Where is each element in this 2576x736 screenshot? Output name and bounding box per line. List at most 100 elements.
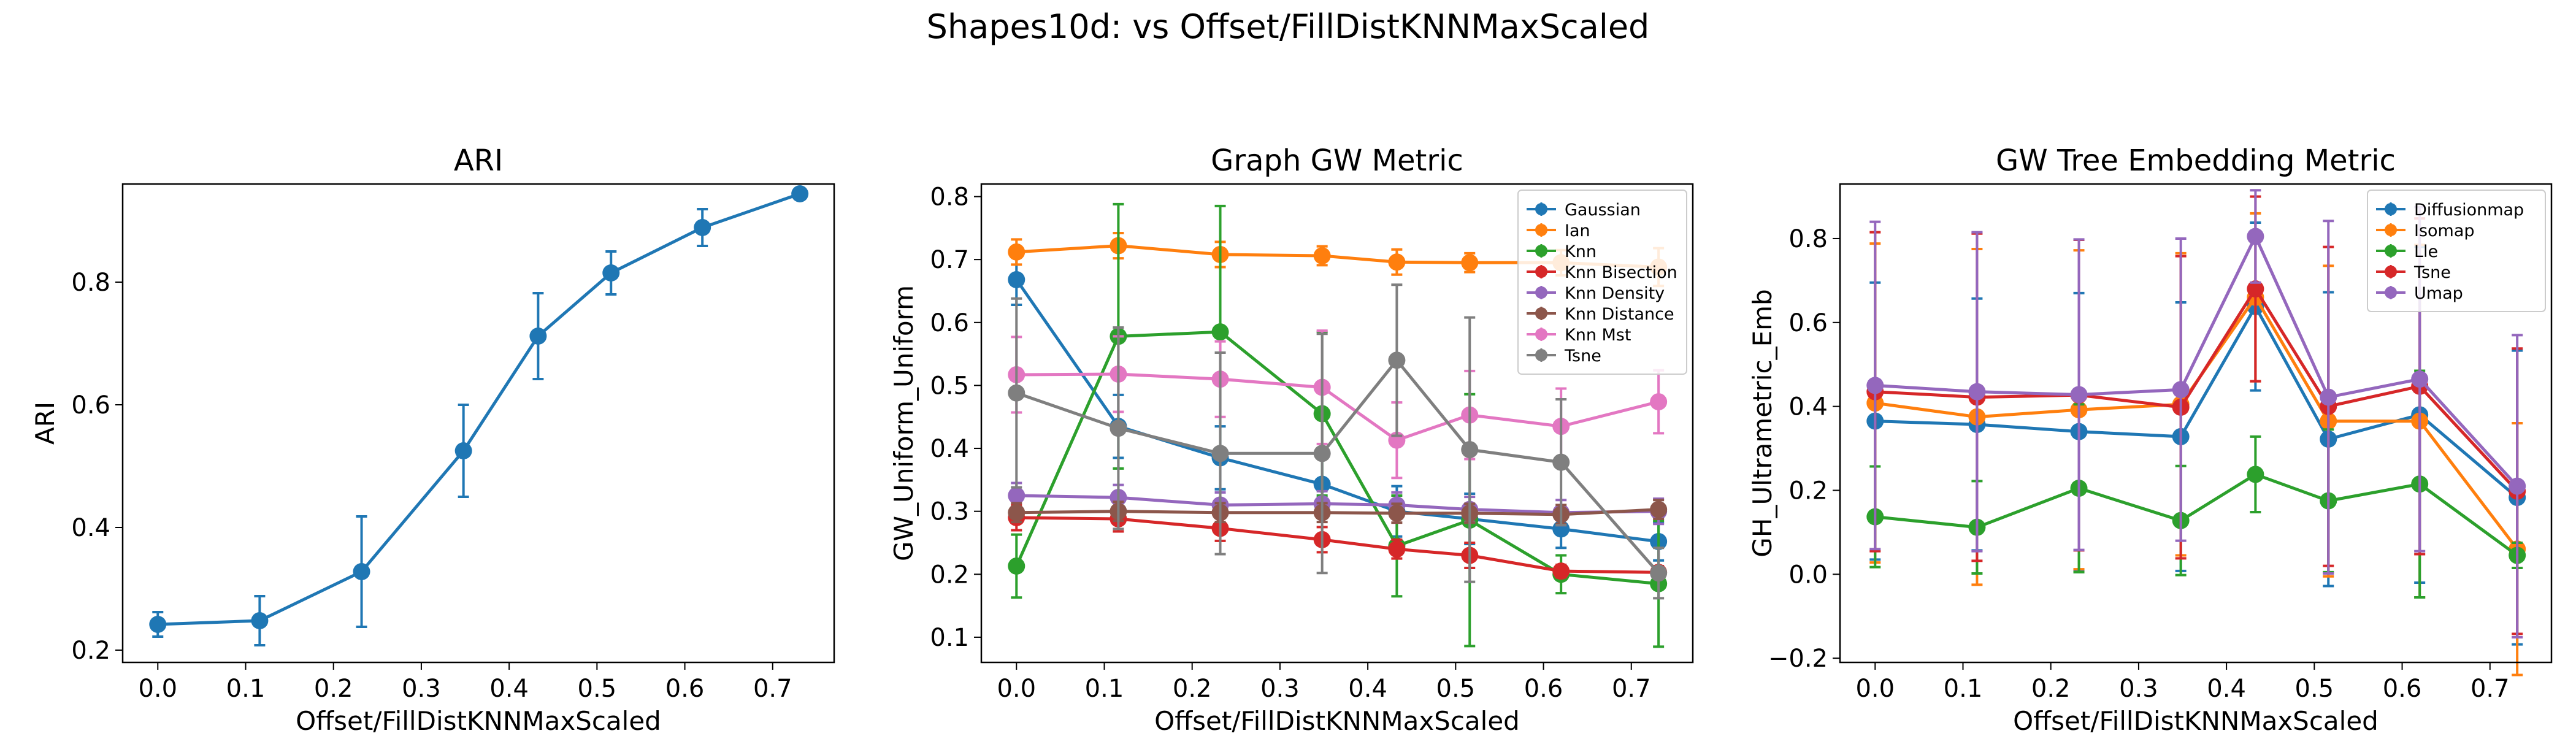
panel1-data-point bbox=[1008, 487, 1025, 505]
panel0-data-point bbox=[694, 219, 711, 236]
panel2-y-tick-label: 0.0 bbox=[1788, 561, 1828, 589]
panel1-x-axis-label: Offset/FillDistKNNMaxScaled bbox=[1154, 706, 1520, 736]
panel1-legend-label: Knn bbox=[1565, 242, 1597, 261]
panel2-x-tick-label: 0.5 bbox=[2295, 675, 2334, 703]
panel0-data-point bbox=[791, 185, 809, 202]
panel2-series-line bbox=[1875, 472, 2518, 557]
panel2-data-point bbox=[2509, 477, 2526, 495]
panel2-y-tick-label: 0.8 bbox=[1788, 225, 1828, 253]
panel2-data-point bbox=[2247, 280, 2264, 298]
panel0-y-tick-label: 0.8 bbox=[71, 269, 110, 297]
panel2-y-tick-label: 0.2 bbox=[1788, 477, 1828, 505]
panel2-series-line bbox=[1875, 303, 2518, 499]
panel1-y-tick-label: 0.6 bbox=[930, 309, 969, 337]
panel0-y-tick-label: 0.6 bbox=[71, 391, 110, 420]
panel2-x-tick-label: 0.4 bbox=[2207, 675, 2246, 703]
panel1-series-line bbox=[1016, 494, 1659, 515]
panel2-x-tick-label: 0.0 bbox=[1855, 675, 1895, 703]
panel0-x-tick-label: 0.3 bbox=[402, 675, 441, 703]
panel0-y-axis-label: ARI bbox=[30, 402, 60, 445]
panel1-y-tick-label: 0.7 bbox=[930, 246, 969, 274]
panel2-legend-label: Umap bbox=[2414, 284, 2463, 303]
panel1-data-point bbox=[1461, 254, 1479, 272]
panel1-x-tick-label: 0.7 bbox=[1612, 675, 1651, 703]
panel1-legend-swatch-marker bbox=[1535, 224, 1547, 236]
panel0-data-point bbox=[149, 616, 167, 633]
panel1-legend-swatch-marker bbox=[1535, 245, 1547, 257]
panel1-data-point bbox=[1552, 453, 1570, 471]
panel1-x-tick-label: 0.1 bbox=[1085, 675, 1124, 703]
panel2-series-line bbox=[1875, 286, 2518, 493]
panel2-title: GW Tree Embedding Metric bbox=[1996, 144, 2396, 178]
panel1-y-tick-label: 0.3 bbox=[930, 498, 969, 526]
panel1-data-point bbox=[1313, 445, 1331, 462]
panel1-data-point bbox=[1552, 562, 1570, 580]
panel2-data-point bbox=[1968, 383, 1986, 401]
panel1-legend-swatch-marker bbox=[1535, 286, 1547, 299]
panel1-x-tick-label: 0.3 bbox=[1260, 675, 1300, 703]
panel1-series-line bbox=[1016, 372, 1659, 442]
panel2-legend-swatch-marker bbox=[2385, 224, 2397, 236]
panel2-x-axis-label: Offset/FillDistKNNMaxScaled bbox=[2013, 706, 2379, 736]
panel0-x-tick-label: 0.5 bbox=[578, 675, 617, 703]
panel1-legend-label: Knn Bisection bbox=[1565, 263, 1677, 282]
panel1-legend-swatch-marker bbox=[1535, 307, 1547, 320]
panel0-y-tick-label: 0.2 bbox=[71, 637, 110, 665]
panel1-legend-label: Knn Mst bbox=[1565, 326, 1631, 345]
panel1-data-point bbox=[1650, 500, 1668, 518]
panel1-y-tick-label: 0.8 bbox=[930, 183, 969, 212]
panel1-data-point bbox=[1008, 557, 1025, 575]
panel0-x-tick-label: 0.7 bbox=[753, 675, 792, 703]
panel1-data-point bbox=[1650, 393, 1668, 411]
panel2-legend-label: Lle bbox=[2414, 242, 2438, 261]
panel2-legend-swatch-marker bbox=[2385, 266, 2397, 278]
panel1-legend-label: Ian bbox=[1565, 221, 1590, 240]
panel1-legend-box bbox=[1517, 190, 1687, 375]
panel1-y-axis-label: GW_Uniform_Uniform bbox=[889, 285, 919, 561]
panel2-data-point bbox=[2247, 466, 2264, 483]
panel1-y-tick-label: 0.4 bbox=[930, 435, 969, 463]
panel2-data-point bbox=[2070, 386, 2088, 404]
panel1-data-point bbox=[1008, 504, 1025, 521]
panel0-series-0 bbox=[149, 185, 809, 646]
panel2-y-tick-label: 0.6 bbox=[1788, 309, 1828, 337]
panel1-data-point bbox=[1388, 504, 1406, 522]
panel1-y-tick-label: 0.5 bbox=[930, 372, 969, 400]
panel1-legend-label: Knn Density bbox=[1565, 284, 1665, 303]
panel1-x-tick-label: 0.4 bbox=[1348, 675, 1387, 703]
panel1-series-line bbox=[1016, 358, 1660, 574]
panel0-data-point bbox=[529, 328, 547, 345]
panel0-data-point bbox=[454, 442, 472, 459]
panel1-legend-label: Tsne bbox=[1564, 347, 1601, 366]
panel2-x-tick-label: 0.6 bbox=[2383, 675, 2422, 703]
panel1-legend-label: Knn Distance bbox=[1565, 305, 1674, 324]
panel1-data-point bbox=[1461, 441, 1479, 459]
panel0-data-point bbox=[353, 563, 370, 580]
gw-tree-embedding-metric-panel: GW Tree Embedding Metric 0.0 0.1 0.2 0.3 0.4 0… bbox=[1747, 144, 2553, 736]
panel2-data-point bbox=[2320, 388, 2337, 406]
panel0-x-tick-label: 0.0 bbox=[138, 675, 177, 703]
panel2-legend-swatch-marker bbox=[2385, 286, 2397, 299]
panel0-title: ARI bbox=[454, 144, 503, 178]
panel1-title: Graph GW Metric bbox=[1211, 144, 1463, 178]
panel1-data-point bbox=[1388, 351, 1406, 369]
panel1-series-7 bbox=[1008, 283, 1668, 600]
panel2-data-point bbox=[1866, 377, 1884, 394]
graph-gw-metric-panel: Graph GW Metric 0.0 0.1 0.2 0.3 0.4 0.5 0.6 0.7 0… bbox=[889, 144, 1694, 736]
panel1-data-point bbox=[1388, 253, 1406, 271]
panel2-x-tick-label: 0.1 bbox=[1944, 675, 1983, 703]
panel2-series-4 bbox=[1866, 189, 2526, 638]
panel2-y-axis-label: GH_Ultrametric_Emb bbox=[1747, 289, 1777, 557]
panel2-legend-swatch-marker bbox=[2385, 245, 2397, 257]
panel2-legend-label: Tsne bbox=[2413, 263, 2451, 282]
panel1-legend-label: Gaussian bbox=[1565, 201, 1641, 220]
panel1-axes-frame bbox=[980, 183, 1694, 664]
panel1-y-tick-label: 0.1 bbox=[930, 624, 969, 652]
panel2-y-tick-label: −0.2 bbox=[1768, 645, 1828, 673]
ari-panel: ARI 0.0 0.1 0.2 0.3 0.4 0.5 0.6 0.7 0.2 0.4 0.6 0.8 O… bbox=[30, 144, 835, 736]
panel0-x-tick-label: 0.1 bbox=[226, 675, 266, 703]
panel1-series-line bbox=[1016, 508, 1659, 516]
